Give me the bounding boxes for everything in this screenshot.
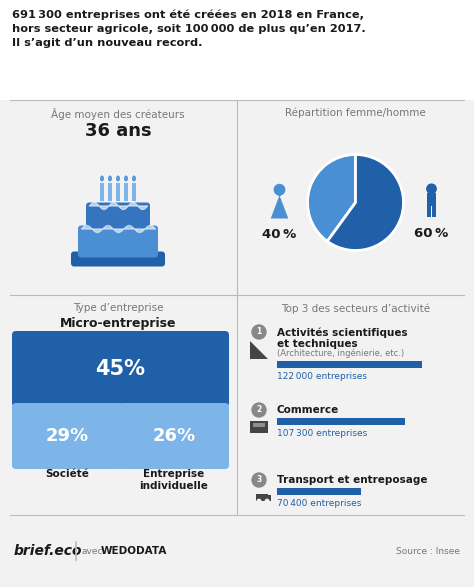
Bar (427, 205, 431, 217)
Wedge shape (308, 154, 356, 241)
Polygon shape (250, 341, 268, 359)
Bar (100, 183, 104, 201)
Text: 36 ans: 36 ans (85, 122, 151, 140)
Bar (132, 183, 136, 201)
Text: avec: avec (82, 546, 103, 555)
Text: Répartition femme/homme: Répartition femme/homme (285, 108, 426, 119)
Ellipse shape (116, 176, 120, 181)
FancyBboxPatch shape (71, 251, 165, 266)
Bar (250, 421, 268, 433)
Bar (278, 194, 281, 196)
Wedge shape (327, 154, 403, 251)
FancyBboxPatch shape (118, 403, 229, 469)
Circle shape (252, 473, 266, 487)
Text: Société: Société (46, 469, 89, 479)
FancyBboxPatch shape (0, 0, 474, 100)
Bar (427, 194, 436, 206)
Text: WEDODATA: WEDODATA (101, 546, 167, 556)
Ellipse shape (100, 176, 104, 181)
Text: 45%: 45% (95, 359, 146, 379)
Text: Transport et entreposage: Transport et entreposage (277, 475, 428, 485)
Text: Type d’entreprise: Type d’entreprise (73, 303, 163, 313)
Text: 2: 2 (256, 406, 262, 414)
Text: 1: 1 (256, 328, 262, 336)
Ellipse shape (108, 176, 112, 181)
Text: Entreprise
individuelle: Entreprise individuelle (139, 469, 208, 491)
Circle shape (427, 184, 436, 194)
Text: 40 %: 40 % (263, 228, 297, 241)
Text: 691 300 entreprises ont été créées en 2018 en France,: 691 300 entreprises ont été créées en 20… (12, 10, 364, 21)
Text: 29%: 29% (46, 427, 89, 445)
Bar (108, 183, 112, 201)
Text: hors secteur agricole, soit 100 000 de plus qu’en 2017.: hors secteur agricole, soit 100 000 de p… (12, 24, 366, 34)
Text: Il s’agit d’un nouveau record.: Il s’agit d’un nouveau record. (12, 38, 202, 48)
Text: (Architecture, ingénierie, etc.): (Architecture, ingénierie, etc.) (277, 349, 404, 359)
Text: brief.eco: brief.eco (14, 544, 82, 558)
Text: Top 3 des secteurs d’activité: Top 3 des secteurs d’activité (281, 303, 430, 313)
Text: 107 300 entreprises: 107 300 entreprises (277, 429, 367, 438)
FancyBboxPatch shape (12, 403, 122, 469)
FancyBboxPatch shape (86, 203, 150, 228)
Ellipse shape (132, 176, 136, 181)
Bar (116, 183, 120, 201)
Text: Âge moyen des créateurs: Âge moyen des créateurs (51, 108, 185, 120)
Bar (432, 205, 436, 217)
Text: 122 000 entreprises: 122 000 entreprises (277, 372, 367, 381)
Polygon shape (271, 195, 288, 218)
Text: Commerce: Commerce (277, 405, 339, 415)
Circle shape (265, 500, 269, 503)
Bar (267, 495, 271, 501)
Text: 60 %: 60 % (414, 227, 448, 240)
Bar (253, 423, 265, 427)
Circle shape (252, 403, 266, 417)
Circle shape (274, 184, 285, 195)
Text: Activités scientifiques
et techniques: Activités scientifiques et techniques (277, 327, 408, 349)
Bar (277, 488, 361, 495)
Text: 3: 3 (256, 475, 262, 484)
Text: 70 400 entreprises: 70 400 entreprises (277, 499, 361, 508)
Circle shape (252, 325, 266, 339)
Text: Micro-entreprise: Micro-entreprise (60, 317, 176, 330)
Bar (124, 183, 128, 201)
Ellipse shape (124, 176, 128, 181)
FancyBboxPatch shape (78, 225, 158, 258)
Bar (256, 494, 268, 501)
Bar (277, 361, 422, 368)
FancyBboxPatch shape (12, 331, 229, 407)
Text: 26%: 26% (152, 427, 195, 445)
Circle shape (257, 500, 261, 503)
Bar (277, 418, 404, 425)
Text: Source : Insee: Source : Insee (396, 546, 460, 555)
